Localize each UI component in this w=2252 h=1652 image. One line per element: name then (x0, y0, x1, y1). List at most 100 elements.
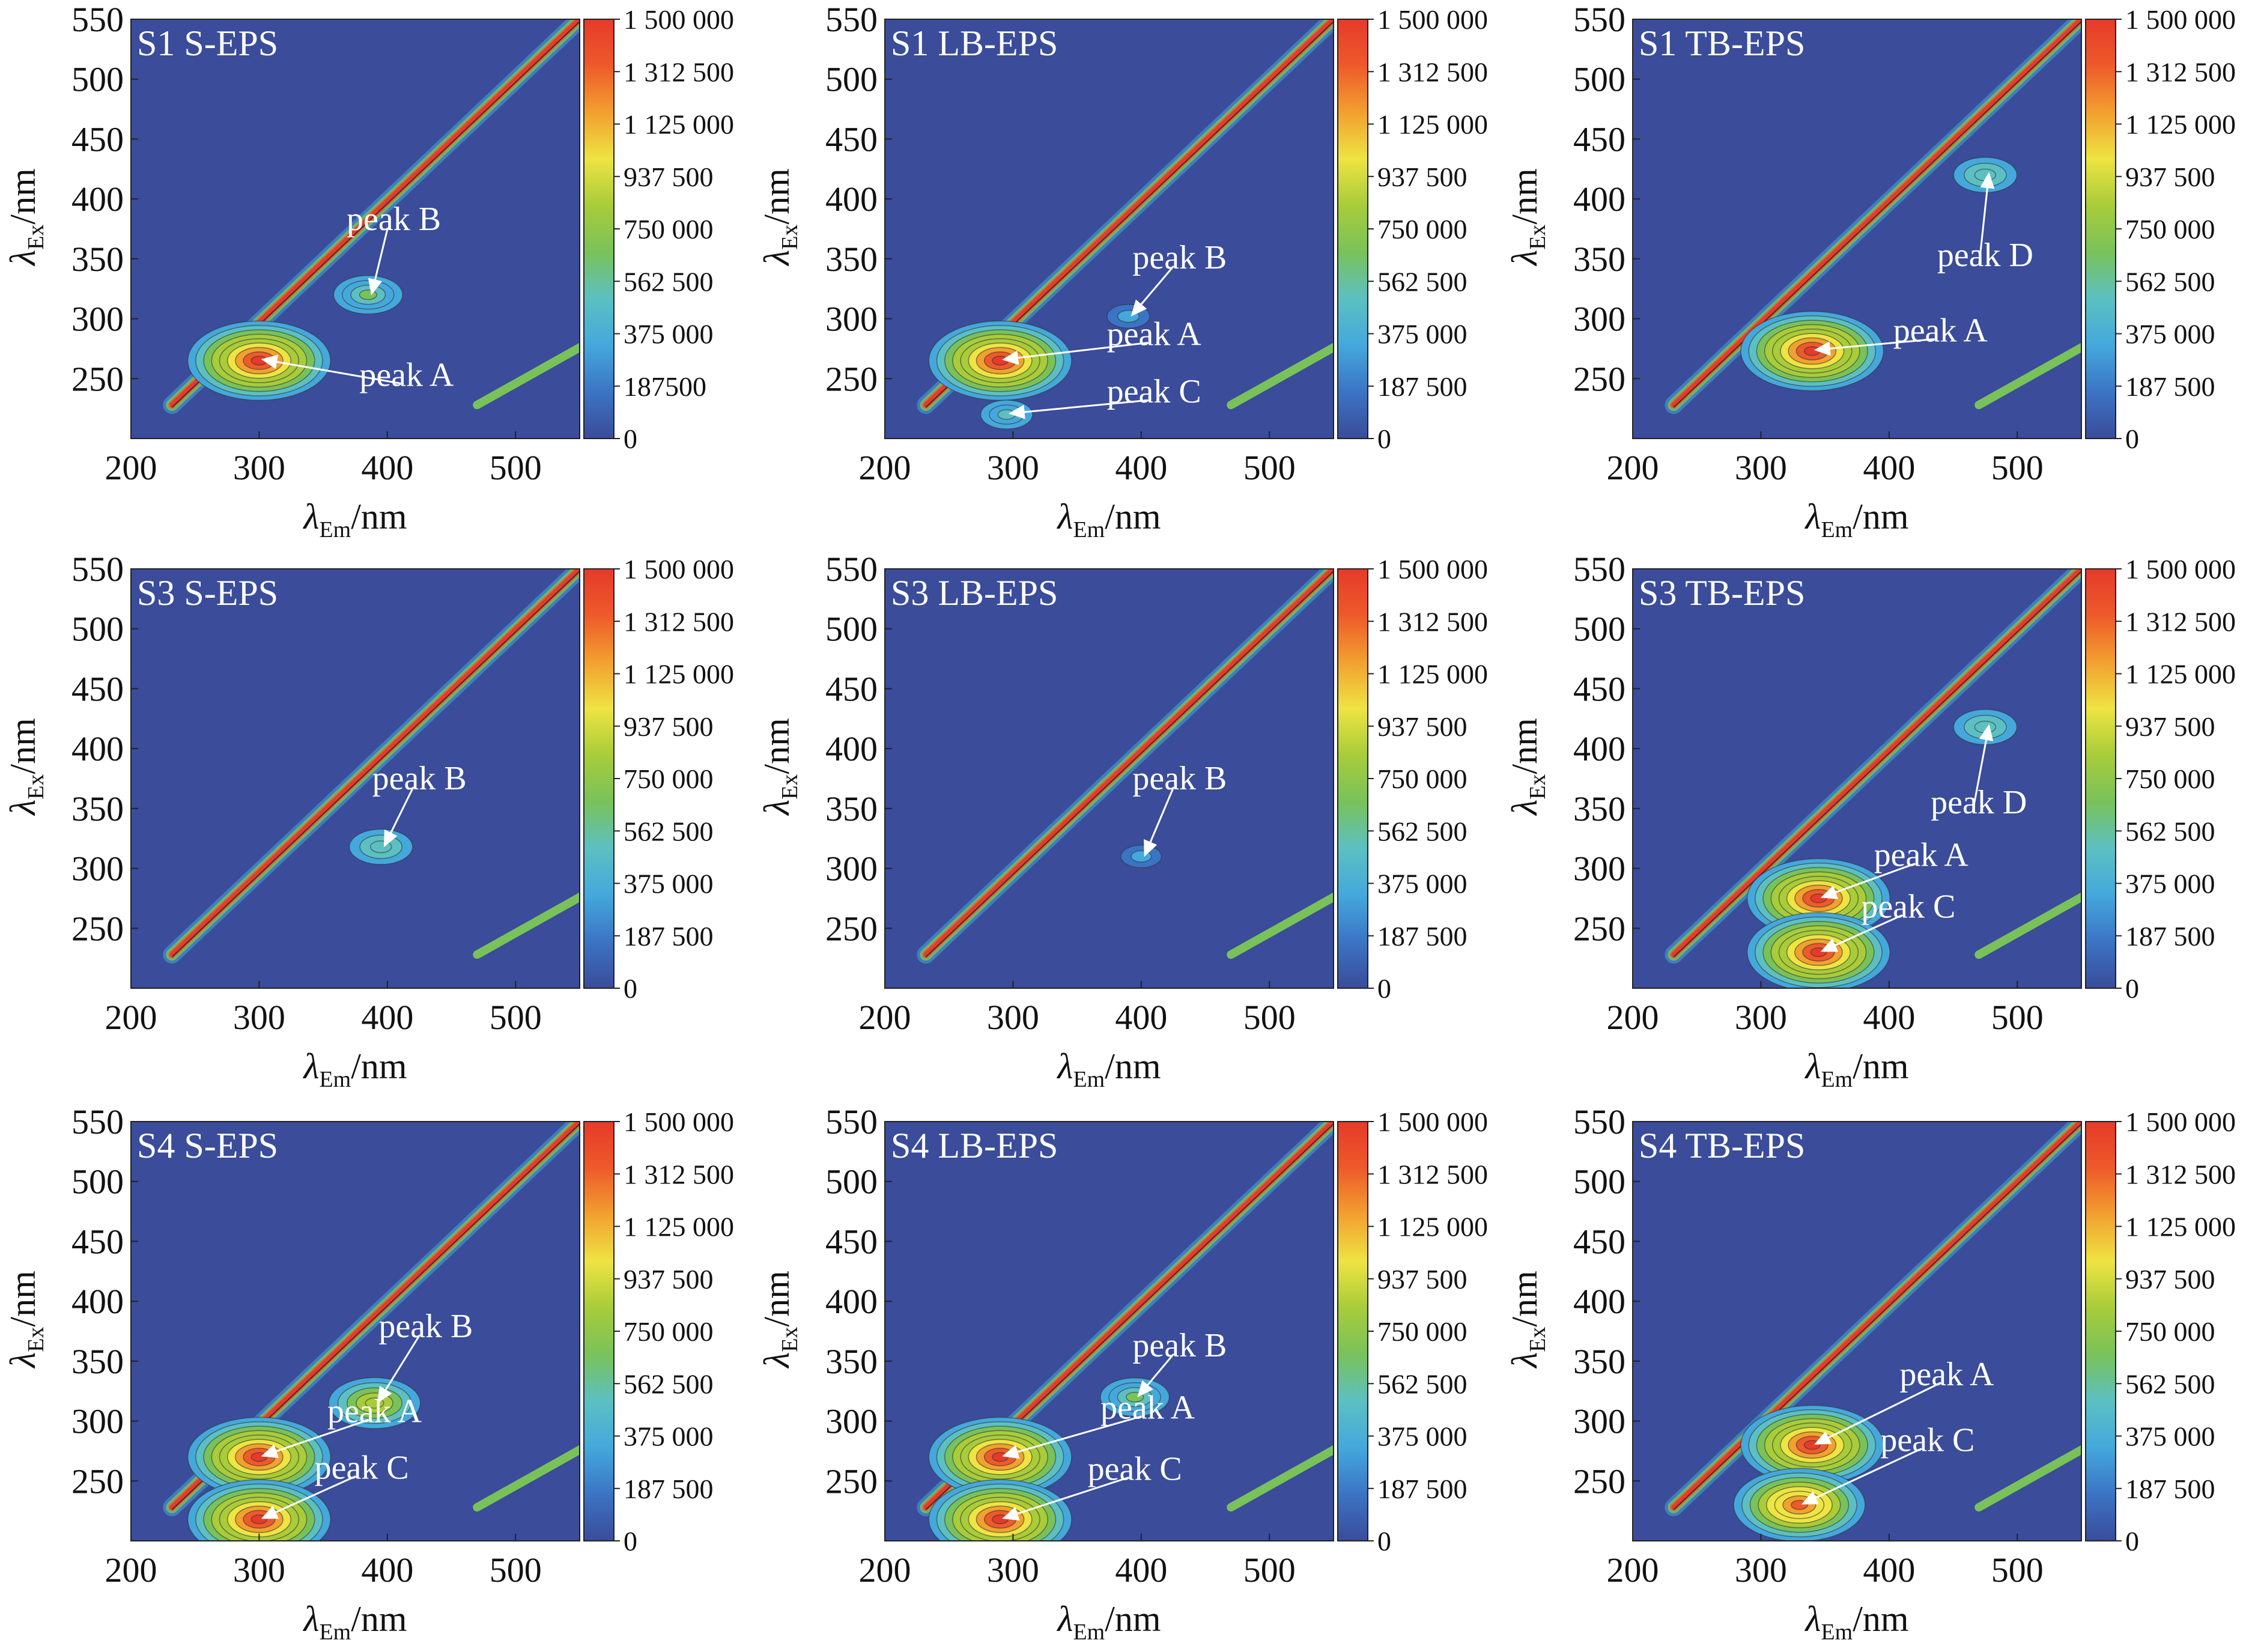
y-tick-label: 400 (825, 1282, 878, 1321)
x-axis-label: λEm/nm (1056, 1599, 1161, 1645)
second-order-band (1974, 1445, 2081, 1512)
plot-frame (1632, 568, 2082, 989)
colorbar (583, 568, 615, 989)
colorbar-label: 1 125 000 (1377, 1212, 1488, 1242)
x-tick-label: 200 (105, 1550, 157, 1590)
colorbar-label: 187 500 (2125, 371, 2215, 402)
scatter-band (1671, 569, 2081, 958)
y-tick-label: 250 (71, 909, 124, 948)
colorbar-label: 1 500 000 (2125, 4, 2236, 35)
colorbar (1337, 19, 1368, 439)
colorbar-label: 375 000 (1377, 869, 1467, 899)
y-tick-label: 550 (825, 1102, 878, 1141)
colorbar-label: 375 000 (2125, 1421, 2215, 1452)
x-tick-label: 500 (1991, 998, 2044, 1037)
y-axis-label: λEx/nm (1505, 718, 1550, 816)
y-tick-label: 450 (825, 669, 878, 708)
y-tick-label: 250 (71, 1462, 124, 1501)
colorbar-label: 0 (1377, 424, 1391, 454)
y-tick-label: 250 (825, 359, 878, 398)
x-axis-label: λEm/nm (1804, 497, 1908, 542)
colorbar-label: 562 500 (2125, 1368, 2215, 1399)
peak-label: peak C (1088, 1450, 1182, 1487)
colorbar-label: 1 312 500 (624, 1159, 734, 1189)
x-axis-label: λEm/nm (302, 1046, 407, 1092)
x-tick-label: 400 (1115, 1550, 1167, 1590)
y-tick-label: 350 (1573, 240, 1625, 279)
colorbar-label: 1 125 000 (1377, 109, 1488, 140)
colorbar-label: 1 312 500 (624, 606, 734, 637)
x-tick-label: 400 (361, 448, 413, 487)
y-tick-label: 550 (1573, 0, 1625, 39)
plot-frame (884, 1121, 1334, 1541)
x-tick-label: 300 (1735, 448, 1787, 487)
y-tick-label: 300 (1573, 849, 1625, 888)
colorbar-label: 375 000 (624, 1421, 714, 1452)
scatter-contour (171, 571, 580, 958)
peak-arrow (261, 1475, 356, 1519)
eem-panel: peak B peak A peak C S4 S-EPS 550 500 450 400 35… (3, 1102, 734, 1645)
y-axis-label: λEx/nm (757, 1271, 803, 1369)
peak-contour (992, 1514, 1009, 1525)
peak-label: peak A (1100, 1389, 1195, 1427)
colorbar-label: 1 312 500 (2125, 56, 2236, 87)
y-tick-label: 500 (1573, 60, 1625, 99)
y-tick-label: 250 (1573, 909, 1625, 948)
x-axis-label: λEm/nm (1804, 1599, 1908, 1645)
peak-arrow (1813, 338, 1935, 356)
x-tick-label: 400 (1863, 448, 1915, 487)
y-tick-label: 500 (1573, 1162, 1625, 1201)
panel-title: S4 TB-EPS (1639, 1126, 1805, 1165)
second-order-band (1974, 892, 2081, 959)
peak-arrow (377, 1334, 421, 1404)
y-tick-label: 250 (825, 1462, 878, 1501)
colorbar-label: 0 (2125, 424, 2139, 454)
x-tick-label: 400 (361, 1550, 413, 1590)
colorbar-label: 375 000 (624, 319, 714, 350)
colorbar-label: 187 500 (1377, 371, 1467, 402)
y-tick-label: 550 (71, 1102, 124, 1141)
x-tick-label: 500 (490, 448, 542, 487)
peak-label: peak B (372, 760, 467, 797)
colorbar-label: 187 500 (1377, 921, 1467, 952)
colorbar (2085, 1121, 2116, 1541)
x-tick-label: 300 (987, 998, 1039, 1037)
colorbar-label: 562 500 (1377, 816, 1467, 846)
colorbar-label: 562 500 (624, 1368, 714, 1399)
colorbar-label: 1 500 000 (624, 4, 734, 35)
peak-label: peak A (1899, 1356, 1994, 1393)
eem-panel: peak D peak A peak C S3 TB-EPS 550 500 450 400 3… (1505, 550, 2236, 1092)
y-tick-label: 300 (825, 849, 878, 888)
panel-title: S4 LB-EPS (891, 1126, 1058, 1165)
colorbar-label: 1 312 500 (624, 56, 734, 87)
y-tick-label: 550 (1573, 550, 1625, 589)
colorbar-label: 187 500 (2125, 921, 2215, 952)
colorbar-label: 1 125 000 (1377, 659, 1488, 690)
plot-frame (1632, 19, 2082, 439)
y-tick-label: 500 (71, 610, 124, 649)
colorbar-label: 375 000 (624, 869, 714, 899)
y-tick-label: 500 (71, 1162, 124, 1201)
colorbar-label: 562 500 (624, 266, 714, 297)
colorbar-label: 937 500 (1377, 711, 1467, 742)
y-tick-label: 450 (825, 120, 878, 159)
x-tick-label: 400 (1863, 1550, 1915, 1590)
x-tick-label: 500 (1243, 1550, 1296, 1590)
y-tick-label: 550 (71, 550, 124, 589)
colorbar-label: 187 500 (2125, 1474, 2215, 1504)
x-tick-label: 400 (1115, 998, 1167, 1037)
colorbar-label: 750 000 (2125, 214, 2215, 244)
x-tick-label: 400 (361, 998, 413, 1037)
peak-arrow (261, 354, 401, 384)
y-tick-label: 550 (825, 550, 878, 589)
peak-arrow (1814, 1382, 1941, 1445)
y-tick-label: 300 (825, 300, 878, 339)
colorbar-label: 187 500 (624, 921, 714, 952)
y-tick-label: 500 (825, 1162, 878, 1201)
x-tick-label: 200 (1607, 1550, 1659, 1590)
colorbar-label: 1 125 000 (624, 109, 734, 140)
x-axis-label: λEm/nm (1056, 1046, 1161, 1092)
peak-label: peak B (378, 1308, 473, 1345)
x-tick-label: 200 (859, 448, 911, 487)
